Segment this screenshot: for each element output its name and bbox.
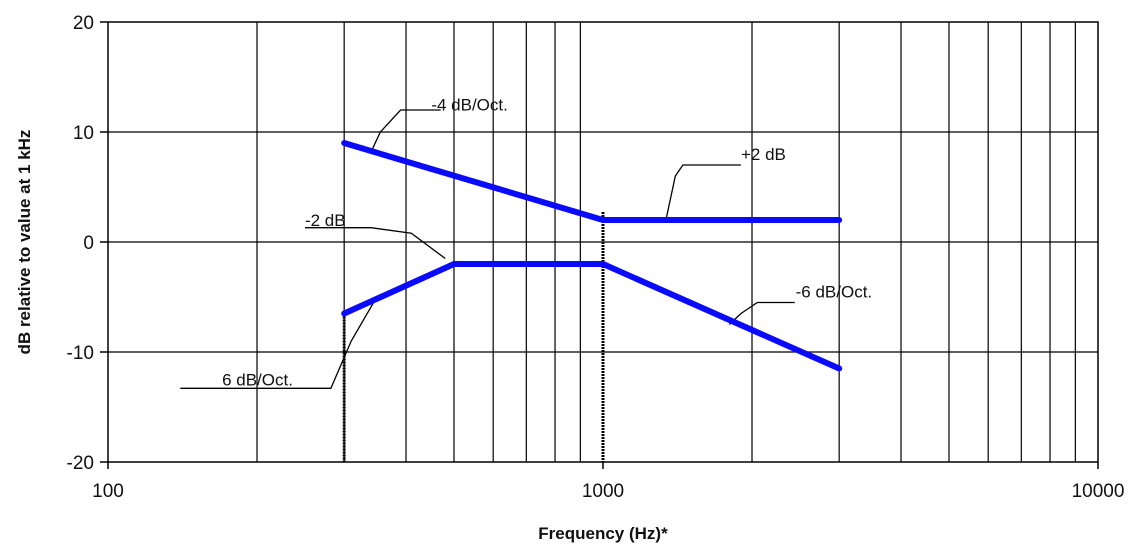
series-line	[341, 261, 843, 372]
y-tick-label: 0	[83, 233, 94, 254]
y-tick-label: -20	[67, 453, 94, 474]
series-lines	[341, 140, 843, 372]
y-tick-labels: 20 10 0 -10 -20	[67, 13, 108, 474]
x-tick-label: 100	[92, 481, 124, 502]
annotation-label: -2 dB	[305, 211, 346, 230]
x-tick-labels: 100 1000 10000	[92, 462, 1124, 502]
x-axis-label: Frequency (Hz)*	[538, 524, 668, 543]
vertical-dotted-markers	[342, 212, 605, 462]
y-tick-label: -10	[67, 343, 94, 364]
annotation-label: -4 dB/Oct.	[431, 96, 508, 115]
annotation-leader	[665, 164, 741, 221]
annotation-leader	[370, 109, 441, 153]
x-tick-label: 10000	[1072, 481, 1125, 502]
x-tick-label: 1000	[582, 481, 624, 502]
annotation-leader	[180, 301, 375, 389]
annotation-label: 6 dB/Oct.	[222, 371, 293, 390]
series-line	[341, 140, 843, 223]
y-axis-label: dB relative to value at 1 kHz	[15, 130, 34, 355]
annotation-leaders	[180, 109, 795, 389]
y-tick-label: 20	[73, 13, 94, 34]
annotation-labels: -4 dB/Oct. +2 dB -2 dB -6 dB/Oct. 6 dB/Oct.	[222, 96, 872, 390]
annotation-leader	[728, 301, 795, 325]
annotation-label: -6 dB/Oct.	[796, 283, 873, 302]
y-tick-label: 10	[73, 123, 94, 144]
annotation-label: +2 dB	[741, 145, 786, 164]
annotation-leader	[304, 227, 446, 260]
